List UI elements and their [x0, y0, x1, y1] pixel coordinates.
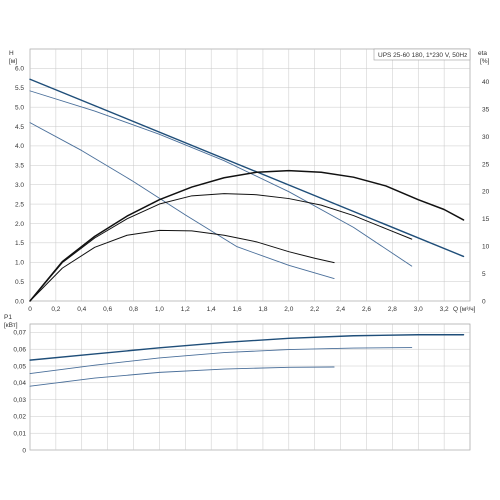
p-tick-label: 0,05 — [13, 363, 26, 370]
y2-axis-label-eta: eta — [478, 50, 487, 57]
q-tick-label: 1,6 — [233, 306, 242, 313]
y-axis-label-p1: P1 — [4, 314, 12, 321]
eta-tick-label: 10 — [482, 244, 490, 251]
q-tick-label: 2,2 — [310, 306, 319, 313]
q-tick-label: 0,4 — [77, 306, 86, 313]
h-tick-label: 2.0 — [15, 221, 24, 228]
eta-tick-label: 25 — [482, 161, 490, 168]
p-tick-label: 0,06 — [13, 347, 26, 354]
q-tick-label: 3,2 — [440, 306, 449, 313]
eta-tick-label: 35 — [482, 107, 490, 114]
pump-title: UPS 25-60 180, 1*230 V, 50Hz — [378, 52, 467, 59]
eta-curve-4 — [29, 193, 413, 302]
q-tick-label: 0,6 — [103, 306, 112, 313]
q-tick-label: 0,8 — [129, 306, 138, 313]
h-tick-label: 3.0 — [15, 182, 24, 189]
power-curve-1 — [29, 347, 413, 375]
q-tick-label: 0,2 — [51, 306, 60, 313]
q-tick-label: 1,8 — [258, 306, 267, 313]
head-chart: 0.00.51.01.52.02.53.03.54.04.55.05.56.0 … — [9, 48, 490, 313]
eta-tick-label: 0 — [482, 298, 486, 305]
eta-tick-label: 40 — [482, 79, 490, 86]
x-axis-label-q: Q — [453, 306, 458, 313]
power-chart: 0 0,01 0,02 0,03 0,04 0,05 0,06 0,07 P1 [кВт] — [4, 314, 471, 455]
h-tick-label: 1.5 — [15, 240, 24, 247]
head-plot-area — [29, 48, 471, 302]
power-plot-area — [29, 323, 471, 451]
p-tick-label: 0,04 — [13, 380, 26, 387]
eta-curve-3 — [29, 169, 465, 302]
power-y-tick-labels: 0 0,01 0,02 0,03 0,04 0,05 0,06 0,07 — [13, 330, 26, 455]
h-tick-label: 5.5 — [15, 85, 24, 92]
head-curve-1 — [29, 90, 413, 267]
head-y-tick-labels: 0.0 0.5 1.0 1.5 2.0 2.5 3.0 3.5 4.0 4.5 5.0 5.5 6.0 — [15, 66, 24, 306]
head-curve-0 — [29, 78, 465, 258]
p-tick-label: 0,07 — [13, 330, 26, 337]
power-series-group — [29, 334, 465, 387]
p-tick-label: 0,01 — [13, 431, 26, 438]
h-tick-label: 3.5 — [15, 163, 24, 170]
flow-x-tick-labels: 0 0,2 0,4 0,6 0,8 1,0 1,2 1,4 1,6 1,8 2,0 2,2 2,4 2,6… — [28, 306, 449, 313]
eta-tick-label: 20 — [482, 189, 490, 196]
p-tick-label: 0 — [22, 447, 26, 454]
h-tick-label: 2.5 — [15, 201, 24, 208]
h-tick-label: 5.0 — [15, 104, 24, 111]
q-tick-label: 1,4 — [207, 306, 216, 313]
eta-tick-label: 5 — [482, 271, 486, 278]
power-curve-0 — [29, 334, 465, 361]
h-tick-label: 0.0 — [15, 298, 24, 305]
q-tick-label: 2,8 — [388, 306, 397, 313]
head-series-group — [29, 78, 465, 302]
y-axis-unit-h: [м] — [9, 58, 17, 65]
eta-curve-5 — [29, 229, 335, 302]
y-axis-unit-p1: [кВт] — [4, 322, 18, 329]
power-gridlines — [29, 324, 470, 451]
head-curve-2 — [29, 122, 335, 279]
h-tick-label: 4.0 — [15, 143, 24, 150]
eta-tick-label: 30 — [482, 134, 490, 141]
eta-y-tick-labels: 0 5 10 15 20 25 30 35 40 — [482, 79, 490, 305]
y2-axis-unit-eta: [%] — [480, 58, 490, 65]
h-tick-label: 4.5 — [15, 124, 24, 131]
pump-title-box — [373, 48, 471, 61]
p-tick-label: 0,03 — [13, 397, 26, 404]
q-tick-label: 2,4 — [336, 306, 345, 313]
q-tick-label: 2,0 — [284, 306, 293, 313]
y-axis-label-h: H — [9, 50, 14, 57]
h-tick-label: 1.0 — [15, 260, 24, 267]
q-tick-label: 3,0 — [414, 306, 423, 313]
q-tick-label: 1,2 — [181, 306, 190, 313]
q-tick-label: 2,6 — [362, 306, 371, 313]
h-tick-label: 6.0 — [15, 66, 24, 73]
q-tick-label: 1,0 — [155, 306, 164, 313]
h-tick-label: 0.5 — [15, 279, 24, 286]
eta-tick-label: 15 — [482, 216, 490, 223]
q-tick-label: 0 — [28, 306, 32, 313]
p-tick-label: 0,02 — [13, 414, 26, 421]
x-axis-unit-q: [м³/ч] — [460, 306, 476, 313]
power-curve-2 — [29, 366, 335, 387]
